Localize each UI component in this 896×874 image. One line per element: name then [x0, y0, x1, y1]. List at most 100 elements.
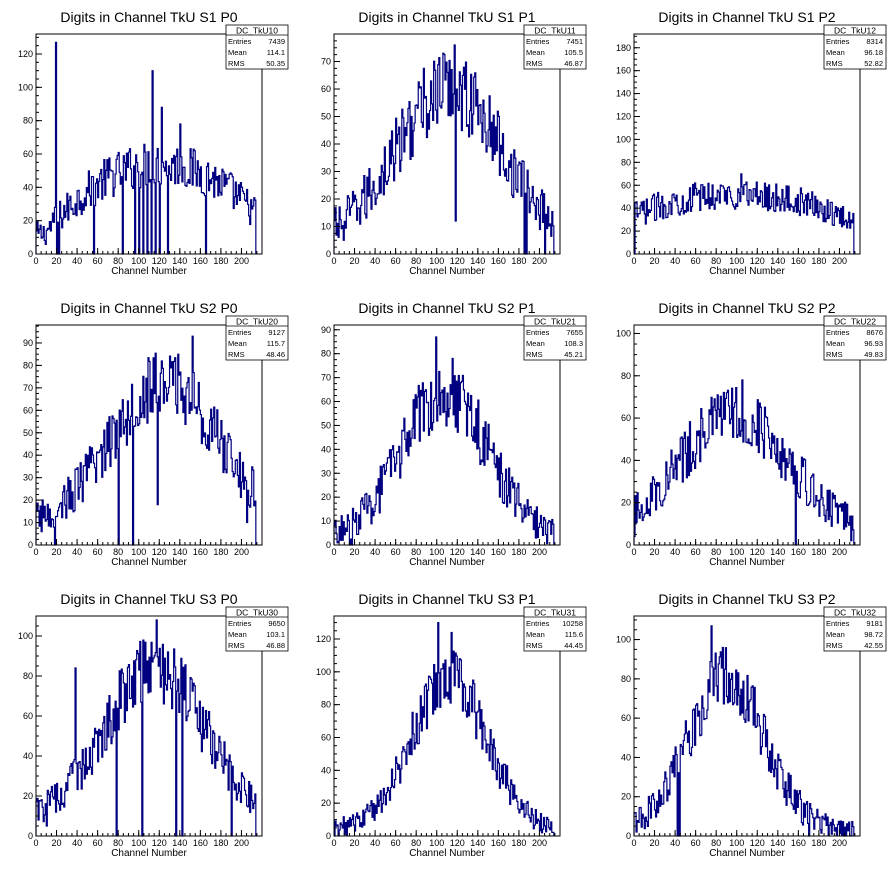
stats-box-frame	[523, 606, 587, 652]
chart-pad-2: Digits in Channel TkU S1 P10 20 40 60 80 100 1…	[321, 9, 587, 277]
x-tick-label: 120	[750, 838, 765, 848]
y-tick-label: 60	[23, 405, 33, 415]
y-tick-label: 80	[321, 349, 331, 359]
histogram-series	[35, 335, 257, 546]
y-tick-label: 0	[28, 540, 33, 550]
x-tick-label: 100	[729, 838, 744, 848]
x-tick-label: 180	[511, 838, 526, 848]
stats-entries-label: Entries	[826, 37, 850, 46]
x-tick-label: 60	[93, 838, 103, 848]
x-tick-label: 160	[491, 838, 506, 848]
stats-box-frame	[225, 606, 289, 652]
stats-box-frame	[823, 606, 887, 652]
x-tick-label: 180	[511, 547, 526, 557]
x-tick-label: 140	[770, 256, 785, 266]
y-tick-label: 180	[616, 43, 631, 53]
x-tick-label: 180	[811, 547, 826, 557]
x-tick-label: 60	[391, 547, 401, 557]
y-tick-label: 40	[321, 139, 331, 149]
stats-rms-value: 50.35	[266, 59, 285, 68]
x-tick-label: 200	[832, 256, 847, 266]
stats-rms-value: 44.45	[564, 641, 583, 650]
x-axis-label: Channel Number	[709, 848, 785, 859]
x-tick-label: 20	[650, 838, 660, 848]
x-tick-label: 40	[72, 547, 82, 557]
y-tick-label: 60	[321, 732, 331, 742]
stats-name: DC_TkU31	[534, 608, 576, 618]
x-tick-label: 100	[131, 256, 146, 266]
y-tick-label: 10	[321, 222, 331, 232]
x-tick-label: 140	[470, 547, 485, 557]
stats-rms-label: RMS	[228, 350, 245, 359]
x-axis-label: Channel Number	[409, 848, 485, 859]
stats-box-frame	[823, 315, 887, 361]
x-tick-label: 140	[470, 256, 485, 266]
y-tick-label: 20	[321, 492, 331, 502]
chart-title: Digits in Channel TkU S3 P0	[60, 591, 237, 607]
chart-title: Digits in Channel TkU S1 P1	[358, 9, 535, 25]
y-tick-label: 120	[616, 112, 631, 122]
x-tick-label: 120	[750, 547, 765, 557]
y-tick-label: 20	[621, 792, 631, 802]
x-tick-label: 180	[811, 256, 826, 266]
x-tick-label: 80	[113, 256, 123, 266]
y-tick-label: 0	[626, 831, 631, 841]
stats-rms-label: RMS	[228, 59, 245, 68]
x-tick-label: 40	[370, 256, 380, 266]
x-tick-label: 140	[770, 547, 785, 557]
y-tick-label: 0	[28, 249, 33, 259]
y-tick-label: 20	[621, 498, 631, 508]
y-tick-label: 60	[621, 180, 631, 190]
x-tick-label: 120	[152, 547, 167, 557]
x-tick-label: 120	[750, 256, 765, 266]
y-tick-label: 20	[23, 495, 33, 505]
chart-title: Digits in Channel TkU S3 P2	[658, 591, 835, 607]
x-tick-label: 120	[152, 838, 167, 848]
stats-rms-value: 45.21	[564, 350, 583, 359]
histogram-series	[35, 619, 257, 837]
y-tick-label: 0	[326, 249, 331, 259]
y-tick-label: 20	[23, 791, 33, 801]
x-tick-label: 200	[532, 838, 547, 848]
x-tick-label: 120	[450, 838, 465, 848]
x-tick-label: 0	[33, 547, 38, 557]
x-tick-label: 140	[172, 256, 187, 266]
x-axis-label: Channel Number	[709, 557, 785, 568]
stats-rms-label: RMS	[526, 350, 543, 359]
y-tick-label: 40	[23, 450, 33, 460]
x-tick-label: 60	[691, 838, 701, 848]
x-tick-label: 200	[832, 838, 847, 848]
x-tick-label: 0	[33, 838, 38, 848]
x-tick-label: 20	[650, 256, 660, 266]
x-tick-label: 40	[670, 547, 680, 557]
x-tick-label: 40	[670, 256, 680, 266]
y-tick-label: 90	[321, 325, 331, 335]
x-tick-label: 20	[52, 838, 62, 848]
x-tick-label: 40	[370, 838, 380, 848]
y-tick-label: 120	[18, 49, 33, 59]
histogram-series	[334, 621, 555, 837]
y-tick-label: 80	[321, 700, 331, 710]
x-tick-label: 60	[691, 547, 701, 557]
x-tick-label: 20	[350, 547, 360, 557]
stats-name: DC_TkU30	[236, 608, 278, 618]
x-tick-label: 160	[193, 256, 208, 266]
chart-title: Digits in Channel TkU S1 P0	[60, 9, 237, 25]
x-tick-label: 100	[429, 838, 444, 848]
y-tick-label: 20	[321, 798, 331, 808]
x-axis-label: Channel Number	[709, 266, 785, 277]
y-tick-label: 60	[23, 711, 33, 721]
x-tick-label: 0	[331, 256, 336, 266]
y-tick-label: 40	[621, 752, 631, 762]
y-tick-label: 100	[18, 631, 33, 641]
stats-mean-value: 98.72	[864, 630, 883, 639]
stats-mean-value: 115.6	[565, 630, 583, 639]
x-tick-label: 20	[52, 256, 62, 266]
stats-mean-label: Mean	[228, 339, 247, 348]
y-tick-label: 100	[616, 328, 631, 338]
